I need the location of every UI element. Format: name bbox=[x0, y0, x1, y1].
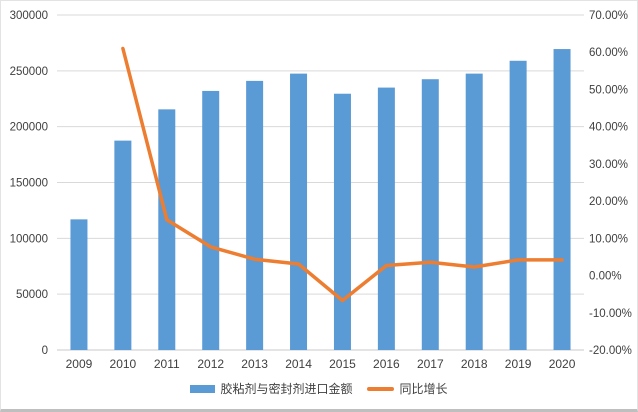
y-axis-left-label: 300000 bbox=[10, 10, 48, 22]
x-axis-label: 2011 bbox=[154, 357, 180, 371]
import-amount-bar-2013 bbox=[246, 80, 264, 350]
y-axis-right-label: 50.00% bbox=[589, 84, 628, 96]
x-axis-label: 2014 bbox=[285, 357, 312, 371]
x-axis-label: 2012 bbox=[197, 357, 224, 371]
import-amount-bar-2020 bbox=[553, 49, 571, 350]
x-axis-label: 2020 bbox=[549, 357, 576, 371]
import-amount-bar-2014 bbox=[290, 73, 308, 350]
y-axis-left-label: 150000 bbox=[10, 178, 48, 190]
y-axis-right-label: 60.00% bbox=[589, 47, 628, 59]
y-axis-right-label: 30.00% bbox=[589, 159, 628, 171]
x-axis-label: 2010 bbox=[110, 357, 137, 371]
legend-line-swatch bbox=[366, 387, 394, 391]
import-amount-bar-2019 bbox=[509, 60, 527, 351]
y-axis-right-label: 70.00% bbox=[589, 10, 628, 22]
legend-bar-swatch bbox=[190, 385, 216, 393]
y-axis-left-label: 0 bbox=[42, 345, 48, 357]
import-amount-bar-2017 bbox=[421, 79, 439, 350]
x-axis-label: 2019 bbox=[505, 357, 532, 371]
bars-layer bbox=[70, 49, 571, 351]
y-axis-right-label: 20.00% bbox=[589, 196, 628, 208]
x-axis-label: 2009 bbox=[66, 357, 93, 371]
legend: 胶粘剂与密封剂进口金额 同比增长 bbox=[1, 382, 637, 396]
gridlines-layer bbox=[57, 14, 584, 351]
legend-bar-label: 胶粘剂与密封剂进口金额 bbox=[220, 382, 353, 396]
x-axis-label: 2013 bbox=[241, 357, 268, 371]
import-amount-bar-2015 bbox=[333, 93, 351, 350]
y-axis-left-label: 250000 bbox=[10, 66, 48, 78]
y-axis-right-label: 0.00% bbox=[589, 271, 622, 283]
y-axis-left-label: 50000 bbox=[16, 289, 48, 301]
import-amount-bar-2009 bbox=[70, 219, 88, 350]
y-axis-right-label: -20.00% bbox=[589, 345, 632, 357]
legend-line-label: 同比增长 bbox=[399, 382, 448, 396]
x-axis-label: 2017 bbox=[417, 357, 444, 371]
yoy-growth-line bbox=[121, 46, 564, 303]
import-amount-bar-2012 bbox=[202, 90, 220, 350]
y-axis-right-label: 10.00% bbox=[589, 233, 628, 245]
x-axis-label: 2015 bbox=[329, 357, 356, 371]
y-axis-left-label: 100000 bbox=[10, 233, 48, 245]
import-amount-bar-2018 bbox=[465, 73, 483, 350]
import-amount-bar-2016 bbox=[377, 87, 395, 350]
y-axis-left-label: 200000 bbox=[10, 122, 48, 134]
import-amount-bar-2011 bbox=[158, 109, 176, 350]
x-axis-label: 2018 bbox=[461, 357, 488, 371]
import-amount-bar-2010 bbox=[114, 140, 132, 350]
line-layer bbox=[121, 46, 564, 303]
y-axis-right-label: -10.00% bbox=[589, 308, 632, 320]
x-axis-label: 2016 bbox=[373, 357, 400, 371]
axis-labels-layer: 0 50000 100000 150000 200000 250000 300000 70.0… bbox=[10, 10, 632, 371]
y-axis-right-label: 40.00% bbox=[589, 122, 628, 134]
